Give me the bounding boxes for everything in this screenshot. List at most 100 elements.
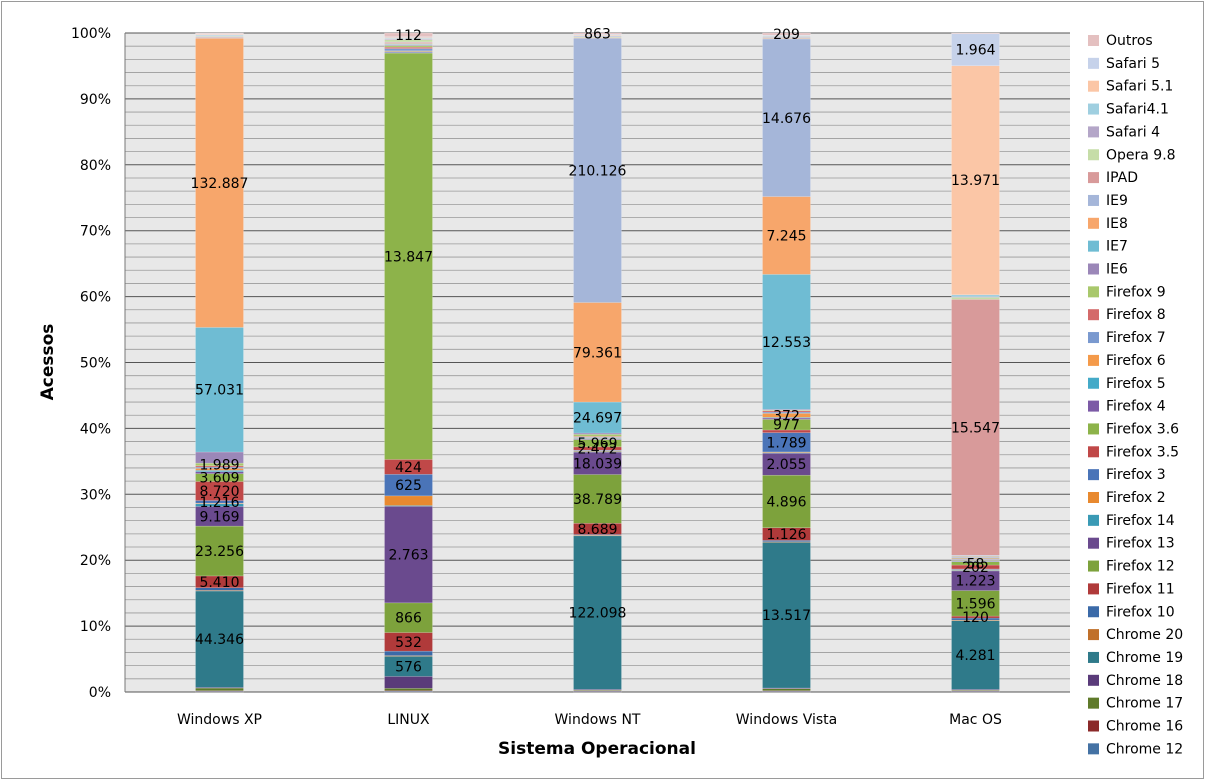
y-axis-ticks: 0% 10% 20% 30% 40% 50% 60% 70% 80% 90% 100%: [71, 26, 111, 701]
data-label: 38.789: [573, 492, 622, 508]
bar-segment: [951, 297, 1000, 300]
legend-label: Firefox 14: [1106, 513, 1175, 529]
legend-swatch: [1088, 217, 1099, 229]
bar-segment: [762, 541, 811, 543]
data-label: 18.039: [573, 456, 622, 472]
x-tick-label: Windows Vista: [736, 712, 837, 728]
legend-label: IE9: [1106, 193, 1128, 209]
bar-segment: [384, 688, 433, 691]
legend-swatch: [1088, 514, 1099, 526]
legend-label: Chrome 19: [1106, 650, 1183, 666]
bar-segment: [384, 632, 433, 652]
legend-swatch: [1088, 537, 1099, 549]
legend-label: Firefox 3.6: [1106, 421, 1179, 437]
legend-swatch: [1088, 286, 1099, 298]
x-axis-ticks: Windows XP LINUX Windows NT Windows Vista Ma…: [177, 712, 1002, 728]
bar-segment: [195, 687, 244, 691]
data-label: 8.689: [577, 522, 617, 538]
legend-label: Outros: [1106, 33, 1153, 49]
legend-swatch: [1088, 332, 1099, 344]
x-tick-label: Windows XP: [177, 712, 262, 728]
bar-segment: [384, 52, 433, 460]
legend-swatch: [1088, 35, 1099, 46]
bar-segment: [195, 691, 244, 693]
legend-swatch: [1088, 263, 1099, 275]
legend-label: Firefox 3.5: [1106, 444, 1179, 460]
bar-segment: [195, 36, 244, 38]
bar-segment: [384, 655, 433, 657]
data-label: 44.346: [195, 632, 244, 648]
y-axis-title: Acessos: [38, 324, 58, 401]
legend-label: Firefox 4: [1106, 399, 1166, 415]
y-tick-label: 50%: [80, 356, 111, 372]
data-label: 122.098: [569, 606, 627, 622]
bar-segment: [951, 590, 1000, 617]
data-label: 9.169: [199, 509, 239, 525]
legend-swatch: [1088, 469, 1099, 481]
x-tick-label: LINUX: [387, 712, 430, 728]
data-label: 625: [395, 478, 422, 494]
data-label: 5.410: [199, 575, 239, 591]
x-tick-label: Windows NT: [555, 712, 641, 728]
bar-segment: [573, 302, 622, 403]
legend-label: Chrome 20: [1106, 627, 1183, 643]
bar-segment: [762, 417, 811, 420]
bar-segment: [762, 474, 811, 528]
bar-segment: [573, 38, 622, 303]
legend-swatch: [1088, 172, 1099, 184]
y-tick-label: 90%: [80, 92, 111, 108]
data-label: 57.031: [195, 383, 244, 399]
data-label: 79.361: [573, 345, 622, 361]
data-label: 1.126: [766, 527, 806, 543]
data-label: 15.547: [951, 420, 1000, 436]
x-axis-title: Sistema Operacional: [498, 739, 696, 759]
legend-swatch: [1088, 743, 1099, 755]
bar-segment: [762, 690, 811, 692]
data-label: 210.126: [569, 163, 627, 179]
data-label: 13.847: [384, 249, 433, 265]
legend-label: IE8: [1106, 216, 1128, 232]
bar-segment: [384, 650, 433, 656]
data-label: 23.256: [195, 544, 244, 560]
legend-swatch: [1088, 560, 1099, 572]
data-label: 4.896: [766, 494, 806, 510]
bar-segment: [384, 48, 433, 52]
legend-swatch: [1088, 629, 1099, 641]
y-tick-label: 100%: [71, 26, 111, 42]
data-label: 576: [395, 659, 422, 675]
bar-segment: [573, 32, 622, 35]
legend-swatch: [1088, 697, 1099, 709]
data-labels: 44.3465.41023.2569.1691.2168.7203.6091.9…: [191, 27, 1000, 676]
data-label: 3.609: [199, 471, 239, 487]
data-label: 1.216: [199, 495, 239, 511]
legend-swatch: [1088, 377, 1099, 389]
legend-label: Firefox 8: [1106, 307, 1166, 323]
data-label: 532: [395, 635, 422, 651]
legend: Outros Safari 5 Safari 5.1 Safari4.1 Safari …: [1088, 33, 1183, 757]
legend-swatch: [1088, 651, 1099, 663]
y-tick-label: 80%: [80, 158, 111, 174]
data-label: 1.989: [199, 457, 239, 473]
y-tick-label: 0%: [89, 685, 111, 701]
data-label: 424: [395, 460, 422, 476]
legend-label: Firefox 2: [1106, 490, 1166, 506]
data-label: 2.055: [766, 457, 806, 473]
legend-label: Chrome 12: [1106, 741, 1183, 757]
data-label: 2.763: [388, 548, 428, 564]
legend-label: Firefox 9: [1106, 284, 1166, 300]
legend-label: Opera 9.8: [1106, 147, 1176, 163]
legend-label: IE7: [1106, 239, 1128, 255]
data-label: 7.245: [766, 228, 806, 244]
legend-swatch: [1088, 149, 1099, 161]
bar-segment: [951, 294, 1000, 297]
data-label: 5.969: [577, 436, 617, 452]
legend-label: Safari 5: [1106, 56, 1160, 72]
y-tick-label: 40%: [80, 421, 111, 437]
bar-segment: [384, 602, 433, 633]
legend-swatch: [1088, 57, 1099, 69]
bar-segment: [951, 620, 1000, 690]
data-label: 866: [395, 611, 422, 627]
y-tick-label: 10%: [80, 619, 111, 635]
data-label: 977: [773, 418, 800, 434]
data-label: 4.281: [955, 648, 995, 664]
